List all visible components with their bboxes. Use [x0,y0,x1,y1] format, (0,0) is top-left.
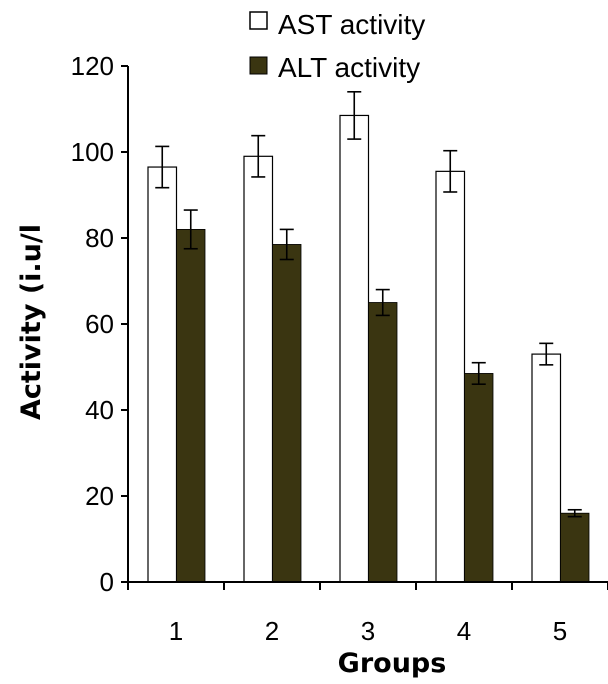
bar-ast-group-1 [147,166,178,583]
bar-ast-group-5 [531,353,562,583]
y-tick-label: 40 [85,395,114,425]
y-tick-label: 0 [100,567,114,597]
legend-label-alt: ALT activity [278,52,420,83]
bar-alt-group-5 [560,512,590,583]
legend-swatch-ast [249,11,268,30]
x-axis-title: Groups [338,648,447,679]
y-tick-label: 60 [85,309,114,339]
bar-ast-group-2 [243,155,274,583]
x-tick-label: 4 [457,616,471,646]
legend: AST activity ALT activity [249,9,425,83]
bar-alt-group-3 [368,302,398,583]
bar-alt-group-2 [272,244,302,583]
bar-alt-group-1 [176,228,206,583]
y-tick-label: 80 [85,223,114,253]
y-tick-label: 100 [71,137,114,167]
x-tick-label: 2 [265,616,279,646]
bars [147,91,590,583]
legend-label-ast: AST activity [278,9,425,40]
y-axis-ticks: 0 20 40 60 80 100 120 [71,51,128,597]
x-tick-label: 5 [553,616,567,646]
y-tick-label: 120 [71,51,114,81]
x-tick-label: 1 [169,616,183,646]
x-tick-label: 3 [361,616,375,646]
y-tick-label: 20 [85,481,114,511]
x-axis-ticks: 1 2 3 4 5 [127,582,608,646]
y-axis-title: Activity (i.u/l [16,224,47,420]
bar-ast-group-3 [339,114,370,583]
legend-swatch-alt [249,56,268,75]
bar-ast-group-4 [435,170,466,583]
bar-alt-group-4 [464,373,494,583]
axes [127,66,608,583]
